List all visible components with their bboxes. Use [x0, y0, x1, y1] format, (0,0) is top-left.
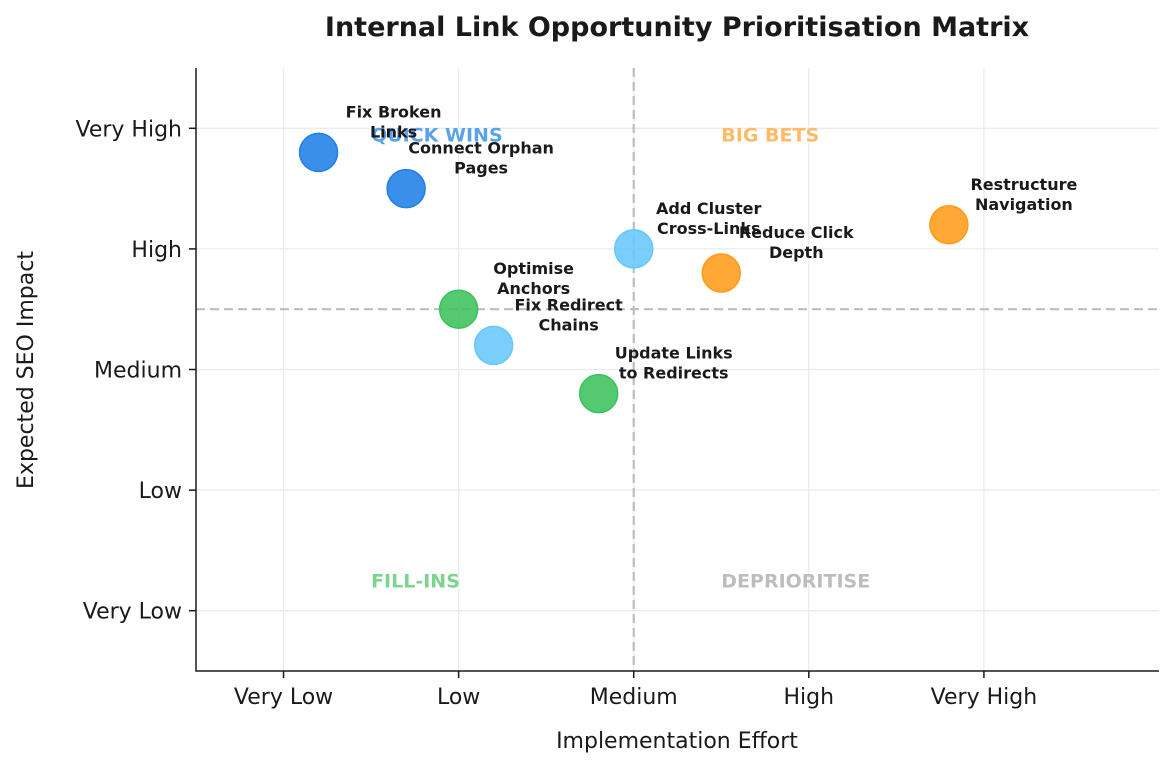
axes-spines — [195, 68, 1159, 672]
y-tick-label: Very High — [76, 117, 183, 142]
data-point — [929, 205, 969, 245]
point-label: Optimise Anchors — [493, 259, 574, 298]
y-axis-label: Expected SEO Impact — [14, 251, 39, 489]
quadrant-label: BIG BETS — [721, 124, 819, 146]
chart-title: Internal Link Opportunity Prioritisation… — [325, 12, 1029, 43]
data-point — [438, 289, 479, 329]
x-axis-label: Implementation Effort — [556, 729, 798, 754]
point-label: Update Links to Redirects — [615, 344, 733, 383]
x-tick-label: Very Low — [234, 685, 333, 710]
point-label: Add Cluster Cross-Links — [656, 199, 762, 238]
x-tick-label: Very High — [931, 685, 1038, 710]
quadrant-labels: QUICK WINS BIG BETS FILL-INS DEPRIORITISE — [371, 124, 870, 592]
point-label: Restructure Navigation — [970, 175, 1077, 214]
quadrant-dividers — [196, 68, 1159, 671]
data-point — [578, 373, 619, 414]
data-point — [386, 168, 426, 209]
quadrant-label: FILL-INS — [371, 571, 460, 593]
point-label: Fix Redirect Chains — [515, 295, 624, 334]
x-tick-label: High — [784, 685, 835, 710]
data-point — [298, 132, 339, 173]
y-tick-label: High — [131, 238, 182, 263]
y-tick-label: Low — [139, 479, 182, 504]
point-label: Fix Broken Links — [346, 102, 442, 141]
data-point — [473, 325, 514, 366]
data-points — [298, 132, 969, 414]
data-point — [613, 229, 654, 269]
tick-labels: Very Low Low Medium High Very High Very Low Lo… — [76, 117, 1038, 710]
quadrant-label: DEPRIORITISE — [721, 571, 870, 593]
y-tick-label: Very Low — [83, 600, 182, 625]
data-point — [701, 253, 742, 293]
x-tick-label: Low — [437, 685, 480, 710]
y-tick-label: Medium — [94, 359, 182, 384]
x-tick-label: Medium — [590, 685, 678, 710]
quadrant-label: QUICK WINS — [371, 124, 503, 146]
point-label: Connect Orphan Pages — [408, 139, 554, 178]
point-label: Reduce Click Depth — [739, 223, 854, 262]
